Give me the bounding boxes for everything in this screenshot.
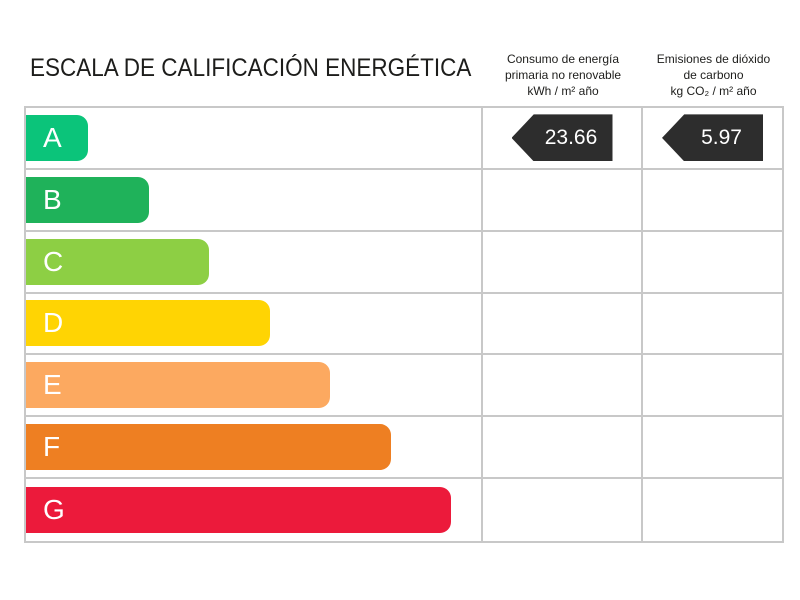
rating-bar-d: D xyxy=(26,300,270,347)
rating-cell-e: E xyxy=(26,355,483,418)
emisiones-cell-f xyxy=(643,417,782,480)
column-header-emisiones-line2: de carbono xyxy=(683,68,744,82)
emisiones-cell-c xyxy=(643,232,782,294)
column-header-consumo-line1: Consumo de energía xyxy=(506,52,620,66)
rating-bar-f: F xyxy=(26,424,391,471)
column-header-consumo: Consumo de energía primaria no renovable… xyxy=(483,51,643,99)
emisiones-cell-b xyxy=(643,170,782,232)
emisiones-cell-e xyxy=(643,355,782,418)
page-title: ESCALA DE CALIFICACIÓN ENERGÉTICA xyxy=(30,54,472,82)
rating-bar-a: A xyxy=(26,114,88,161)
rating-cell-b: B xyxy=(26,169,483,232)
rating-bar-b: B xyxy=(26,176,149,223)
column-header-emisiones-line1: Emisiones de dióxido xyxy=(656,52,771,66)
rating-cell-c: C xyxy=(26,231,483,294)
column-header-consumo-unit: kWh / m² año xyxy=(527,84,599,98)
rating-cell-g: G xyxy=(26,479,483,541)
rating-table: A 23.66 5.97 B C D E xyxy=(24,106,784,543)
column-header-emisiones: Emisiones de dióxido de carbono kg CO₂ /… xyxy=(643,51,784,99)
emisiones-value-arrow: 5.97 xyxy=(662,114,763,162)
column-header-emisiones-unit: kg CO₂ / m² año xyxy=(670,84,757,98)
emisiones-cell-g xyxy=(643,479,782,541)
rating-bar-e: E xyxy=(26,362,330,409)
rating-cell-f: F xyxy=(26,417,483,480)
rating-bar-g: G xyxy=(26,487,451,534)
consumo-cell-e xyxy=(483,355,643,418)
consumo-cell-c xyxy=(483,231,643,294)
consumo-cell-b xyxy=(483,169,643,232)
consumo-cell-a: 23.66 xyxy=(483,108,643,170)
column-header-consumo-line2: primaria no renovable xyxy=(504,68,622,82)
consumo-cell-d xyxy=(483,293,643,356)
consumo-value-arrow: 23.66 xyxy=(511,114,613,162)
rating-cell-a: A xyxy=(26,108,483,170)
consumo-cell-f xyxy=(483,417,643,480)
emisiones-cell-a: 5.97 xyxy=(643,108,782,170)
emisiones-cell-d xyxy=(643,294,782,356)
rating-cell-d: D xyxy=(26,293,483,356)
rating-bar-c: C xyxy=(26,238,209,285)
consumo-cell-g xyxy=(483,479,643,541)
